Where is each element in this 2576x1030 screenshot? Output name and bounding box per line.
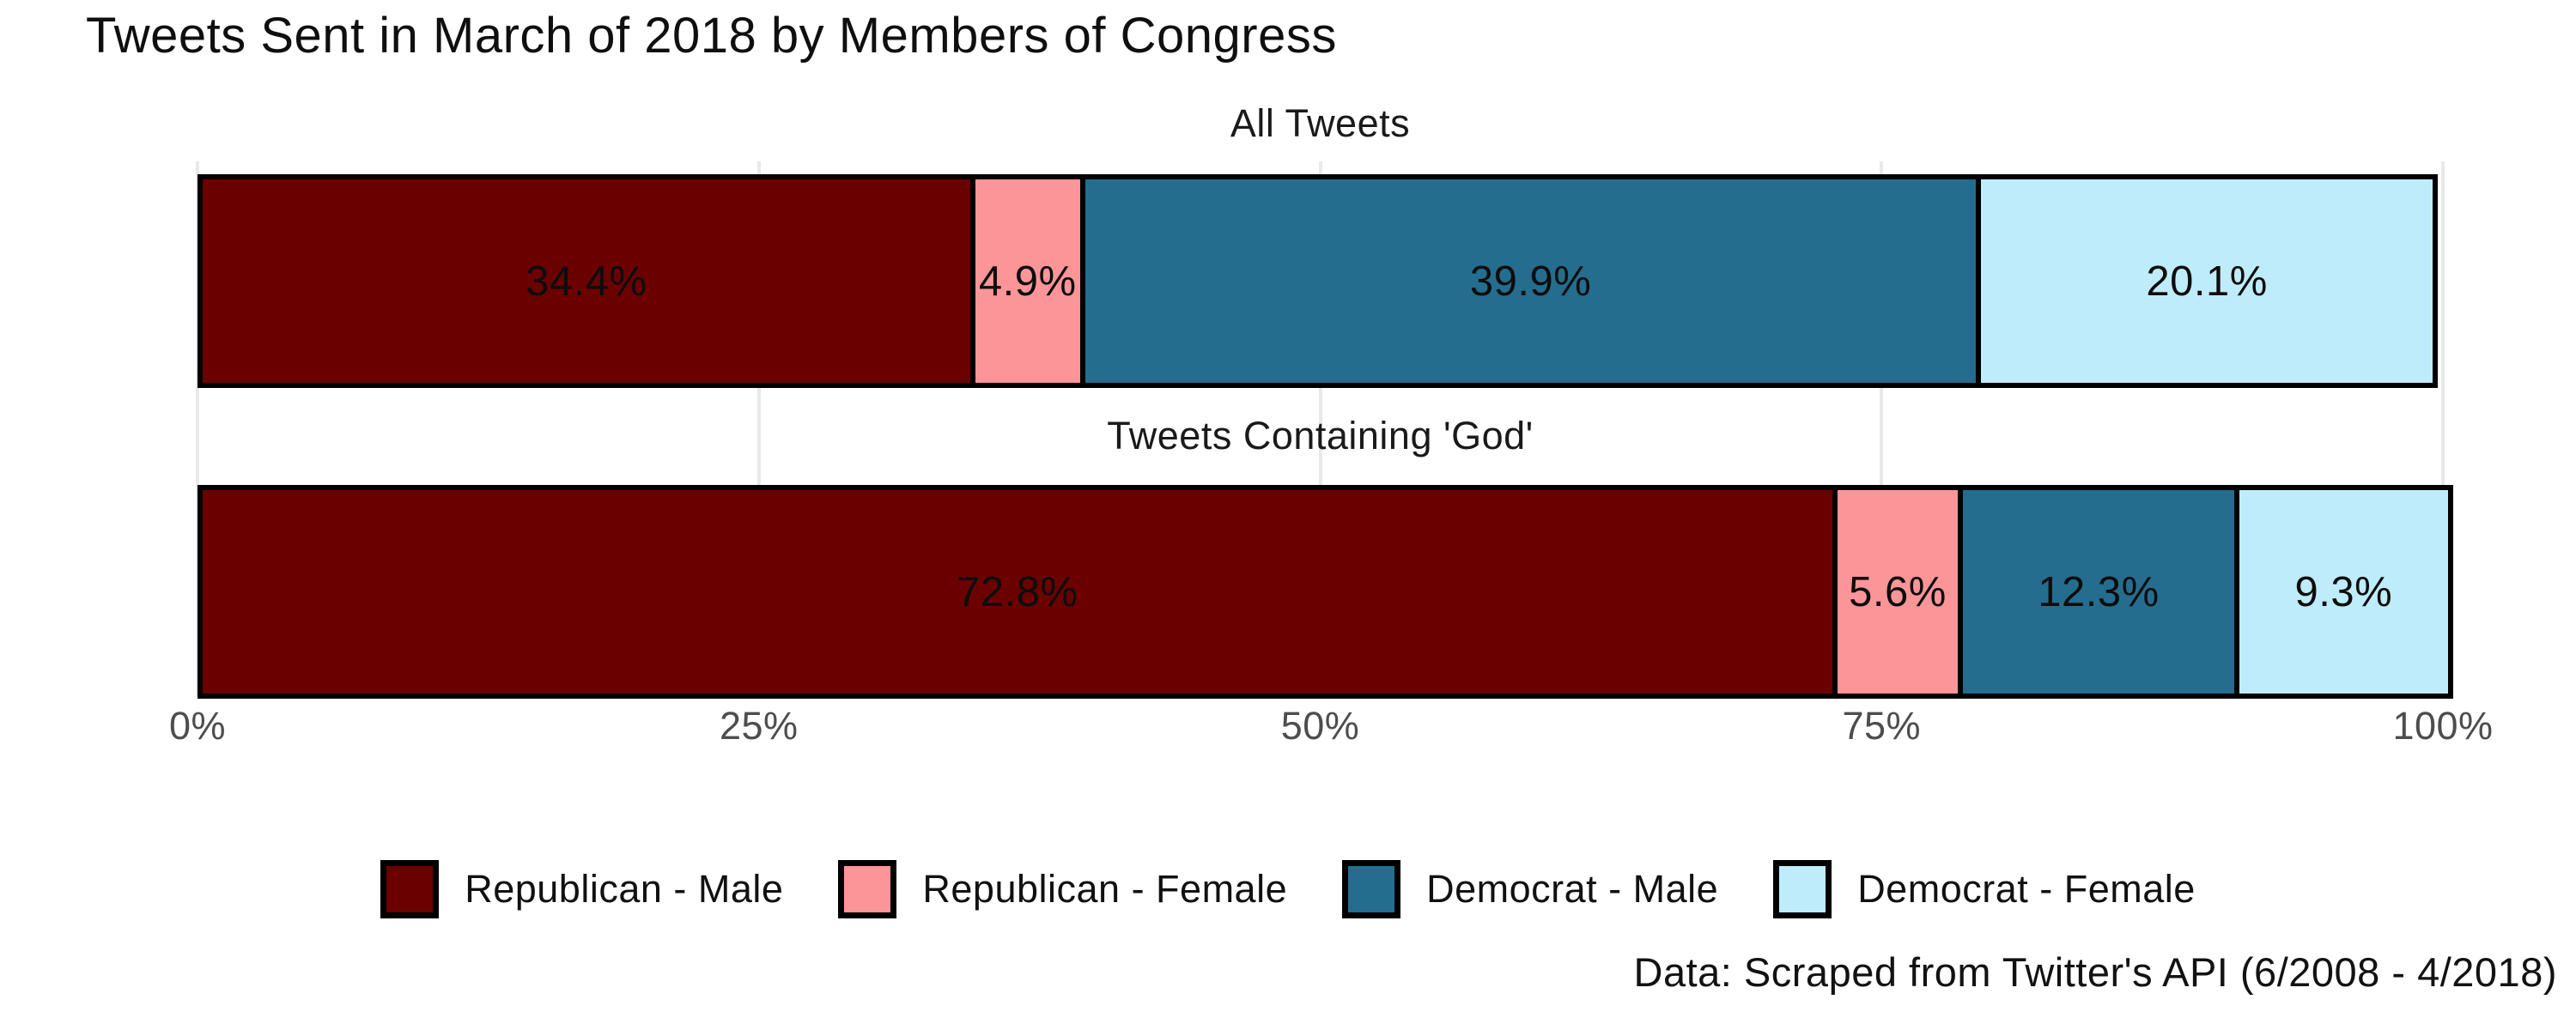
bar-segment-label: 5.6% <box>1849 568 1947 615</box>
legend-swatch <box>838 860 897 918</box>
bar-segment-label: 4.9% <box>978 258 1077 305</box>
legend: Republican - Male Republican - Female Demo… <box>0 860 2576 918</box>
bar-segment-label: 72.8% <box>957 568 1078 615</box>
caption: Data: Scraped from Twitter's API (6/2008… <box>1633 949 2557 995</box>
x-tick-label: 100% <box>2392 704 2494 748</box>
bar-group-label: All Tweets <box>1230 101 1411 145</box>
bar-segment: 12.3% <box>1963 490 2239 694</box>
bar-group-label: Tweets Containing 'God' <box>1107 414 1534 457</box>
bar-segment: 9.3% <box>2239 490 2448 694</box>
gridline <box>196 161 199 697</box>
x-tick-label: 25% <box>719 704 799 748</box>
bar-segment-label: 9.3% <box>2294 568 2393 615</box>
bar-segment: 72.8% <box>203 490 1838 694</box>
stacked-bar: 34.4% 4.9% 39.9% 20.1% <box>197 174 2438 388</box>
legend-item: Democrat - Female <box>1773 860 2196 918</box>
legend-item: Republican - Female <box>838 860 1287 918</box>
legend-swatch <box>380 860 440 918</box>
legend-label: Republican - Male <box>465 867 784 911</box>
chart-title: Tweets Sent in March of 2018 by Members … <box>86 8 1337 64</box>
x-tick-label: 0% <box>168 704 227 748</box>
bar-segment: 4.9% <box>975 179 1085 383</box>
bar-segment-label: 12.3% <box>2038 568 2160 615</box>
bar-segment-label: 39.9% <box>1469 258 1592 305</box>
bar-segment: 34.4% <box>203 179 975 383</box>
gridline <box>756 161 761 697</box>
x-tick-label: 50% <box>1280 704 1360 748</box>
bar-segment-label: 34.4% <box>526 258 647 305</box>
plot-area: All Tweets 34.4% 4.9% 39.9% 20.1% Tweets Cont… <box>169 0 2493 1030</box>
bar-segment: 39.9% <box>1084 179 1982 383</box>
gridline <box>1880 161 1884 697</box>
bar-segment: 5.6% <box>1837 490 1964 694</box>
legend-label: Democrat - Male <box>1426 867 1719 911</box>
legend-swatch <box>1773 860 1832 918</box>
legend-item: Republican - Male <box>380 860 783 918</box>
bar-segment: 20.1% <box>1981 179 2433 383</box>
gridline <box>2441 161 2445 697</box>
stacked-bar: 72.8% 5.6% 12.3% 9.3% <box>197 485 2453 699</box>
x-tick-label: 75% <box>1842 704 1922 748</box>
bar-segment-label: 20.1% <box>2146 258 2268 305</box>
legend-swatch <box>1342 860 1401 918</box>
legend-item: Democrat - Male <box>1342 860 1718 918</box>
gridline <box>1318 161 1322 697</box>
legend-label: Republican - Female <box>922 867 1288 911</box>
legend-label: Democrat - Female <box>1857 867 2196 911</box>
